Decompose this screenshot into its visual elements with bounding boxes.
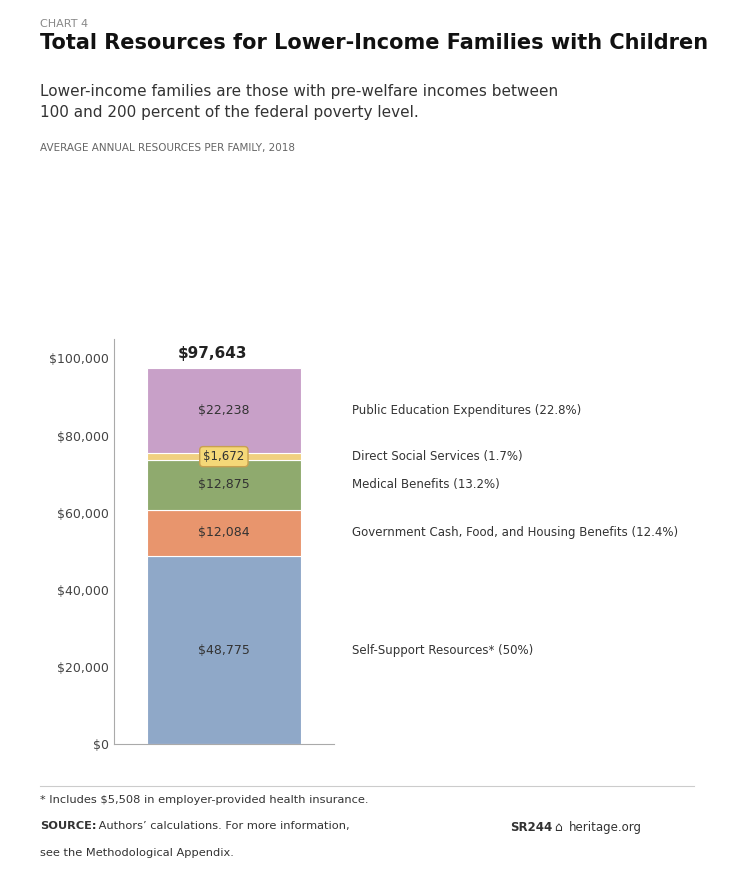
Text: Government Cash, Food, and Housing Benefits (12.4%): Government Cash, Food, and Housing Benef…	[352, 526, 678, 539]
Text: * Includes $5,508 in employer-provided health insurance.: * Includes $5,508 in employer-provided h…	[40, 795, 369, 804]
Text: Authors’ calculations. For more information,: Authors’ calculations. For more informat…	[95, 821, 350, 831]
Text: heritage.org: heritage.org	[569, 821, 642, 834]
Bar	[147, 454, 301, 460]
Bar	[147, 556, 301, 744]
Text: $12,875: $12,875	[198, 478, 250, 492]
Bar	[147, 367, 301, 454]
Bar	[147, 509, 301, 556]
Text: $22,238: $22,238	[198, 404, 250, 417]
Text: $48,775: $48,775	[198, 644, 250, 657]
Text: Lower-income families are those with pre-welfare incomes between
100 and 200 per: Lower-income families are those with pre…	[40, 84, 559, 120]
Text: SOURCE:: SOURCE:	[40, 821, 97, 831]
Text: CHART 4: CHART 4	[40, 19, 89, 29]
Text: $97,643: $97,643	[178, 345, 247, 360]
Text: $12,084: $12,084	[198, 526, 250, 539]
Text: Public Education Expenditures (22.8%): Public Education Expenditures (22.8%)	[352, 404, 581, 417]
Text: see the Methodological Appendix.: see the Methodological Appendix.	[40, 848, 234, 857]
Text: Self-Support Resources* (50%): Self-Support Resources* (50%)	[352, 644, 534, 657]
Text: ⌂: ⌂	[554, 821, 562, 834]
Text: AVERAGE ANNUAL RESOURCES PER FAMILY, 2018: AVERAGE ANNUAL RESOURCES PER FAMILY, 201…	[40, 143, 295, 152]
Text: $1,672: $1,672	[203, 450, 244, 463]
Text: Direct Social Services (1.7%): Direct Social Services (1.7%)	[352, 450, 523, 463]
Text: SR244: SR244	[510, 821, 553, 834]
Bar	[147, 460, 301, 509]
Text: Total Resources for Lower-Income Families with Children: Total Resources for Lower-Income Familie…	[40, 33, 708, 54]
Text: Medical Benefits (13.2%): Medical Benefits (13.2%)	[352, 478, 500, 492]
